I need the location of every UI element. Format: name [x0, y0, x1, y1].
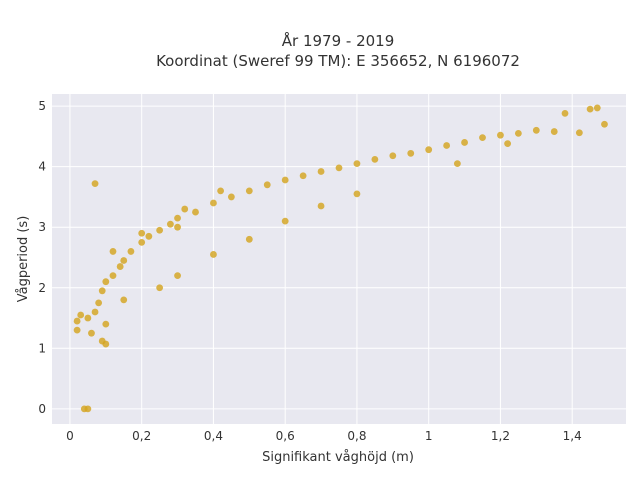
data-point	[593, 104, 601, 112]
data-point	[497, 131, 504, 139]
data-point	[138, 229, 146, 237]
x-axis-ticks: 0 0,2 0,4 0,6 0,8 1 1,2 1,4	[66, 429, 582, 443]
data-point	[461, 139, 468, 146]
data-point	[91, 180, 99, 188]
data-point	[443, 142, 451, 149]
data-point	[84, 405, 92, 413]
data-point	[210, 199, 217, 207]
data-point	[479, 134, 486, 141]
data-point	[88, 329, 95, 337]
chart-title-line1: År 1979 - 2019	[282, 31, 395, 50]
data-point	[353, 160, 361, 168]
data-point	[120, 296, 128, 304]
data-point	[156, 226, 164, 234]
data-point	[77, 311, 85, 319]
data-point	[102, 320, 110, 328]
plot-area	[52, 94, 626, 424]
data-point	[166, 220, 174, 228]
data-point	[407, 149, 415, 157]
data-point	[138, 238, 146, 246]
data-point	[263, 181, 271, 189]
data-point	[561, 109, 569, 117]
x-tick-label: 0,4	[204, 429, 223, 443]
data-point	[453, 160, 461, 168]
y-tick-label: 3	[38, 220, 46, 234]
y-tick-label: 0	[38, 402, 46, 416]
data-point	[317, 168, 325, 175]
data-point	[353, 190, 361, 198]
data-point	[84, 314, 92, 322]
data-point	[317, 202, 325, 210]
data-point	[127, 248, 135, 255]
data-points	[73, 104, 608, 413]
data-point	[504, 140, 512, 148]
data-point	[281, 176, 289, 184]
data-point	[91, 308, 99, 316]
x-tick-label: 0,2	[132, 429, 151, 443]
data-point	[245, 235, 253, 243]
x-axis-label: Signifikant våghöjd (m)	[262, 450, 414, 465]
data-point	[217, 187, 225, 195]
data-point	[601, 120, 608, 128]
y-axis-label: Vågperiod (s)	[16, 216, 31, 303]
data-point	[98, 287, 106, 295]
data-point	[73, 326, 81, 334]
data-point	[120, 257, 128, 264]
y-tick-label: 4	[38, 160, 46, 174]
data-point	[335, 164, 343, 172]
data-point	[575, 129, 583, 137]
data-point	[156, 284, 164, 292]
chart-title-line2: Koordinat (Sweref 99 TM): E 356652, N 61…	[156, 52, 520, 70]
x-tick-label: 0,8	[347, 429, 366, 443]
y-axis-ticks: 0 1 2 3 4 5	[38, 99, 46, 416]
y-tick-label: 1	[38, 341, 46, 355]
data-point	[532, 126, 540, 134]
data-point	[192, 208, 199, 216]
data-point	[281, 217, 289, 225]
x-tick-label: 1,2	[491, 429, 510, 443]
data-point	[174, 223, 181, 231]
data-point	[109, 272, 117, 280]
data-point	[371, 155, 379, 163]
data-point	[586, 105, 594, 113]
data-point	[389, 152, 397, 160]
data-point	[174, 214, 181, 222]
data-point	[73, 317, 81, 325]
data-point	[514, 129, 522, 137]
x-tick-label: 1,4	[563, 429, 582, 443]
y-tick-label: 5	[38, 99, 46, 113]
data-point	[102, 340, 110, 348]
data-point	[109, 248, 117, 255]
data-point	[102, 278, 110, 286]
data-point	[245, 187, 253, 195]
data-point	[550, 128, 558, 135]
x-tick-label: 1	[425, 429, 433, 443]
data-point	[227, 193, 235, 201]
data-point	[299, 172, 307, 180]
data-point	[181, 205, 189, 213]
data-point	[174, 272, 181, 280]
data-point	[95, 299, 103, 307]
data-point	[210, 251, 217, 258]
data-point	[425, 146, 433, 154]
data-point	[116, 263, 124, 270]
x-tick-label: 0,6	[276, 429, 295, 443]
y-tick-label: 2	[38, 281, 46, 295]
x-tick-label: 0	[66, 429, 74, 443]
data-point	[145, 232, 153, 240]
